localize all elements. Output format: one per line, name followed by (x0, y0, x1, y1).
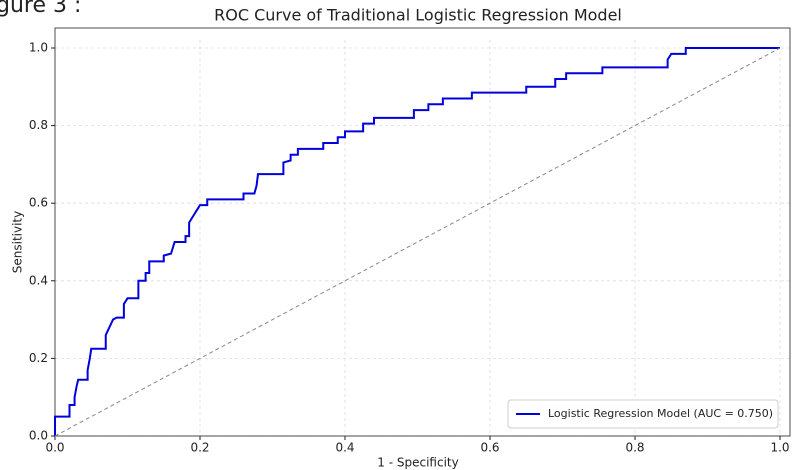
y-axis-label: Sensitivity (11, 211, 25, 273)
legend-label: Logistic Regression Model (AUC = 0.750) (548, 407, 773, 420)
legend-box (507, 399, 779, 429)
plot-frame (54, 27, 791, 437)
x-tick-label: 0.6 (480, 441, 499, 455)
x-tick-label: 1.0 (770, 441, 789, 455)
x-tick-label: 0.2 (190, 441, 209, 455)
x-tick-label: 0.0 (45, 441, 64, 455)
chart-title: ROC Curve of Traditional Logistic Regres… (214, 6, 622, 25)
reference-line (54, 47, 781, 437)
roc-line (54, 47, 780, 436)
y-tick-label: 1.0 (29, 41, 48, 55)
x-axis-label: 1 - Specificity (377, 456, 458, 470)
y-tick-label: 0.0 (29, 429, 48, 443)
y-tick-label: 0.8 (29, 118, 48, 132)
y-tick-label: 0.4 (29, 273, 48, 287)
figure-label: gure 3 : (0, 0, 81, 18)
x-tick-label: 0.8 (625, 441, 644, 455)
y-tick-label: 0.2 (29, 351, 48, 365)
x-tick-label: 0.4 (335, 441, 354, 455)
y-tick-label: 0.6 (29, 196, 48, 210)
